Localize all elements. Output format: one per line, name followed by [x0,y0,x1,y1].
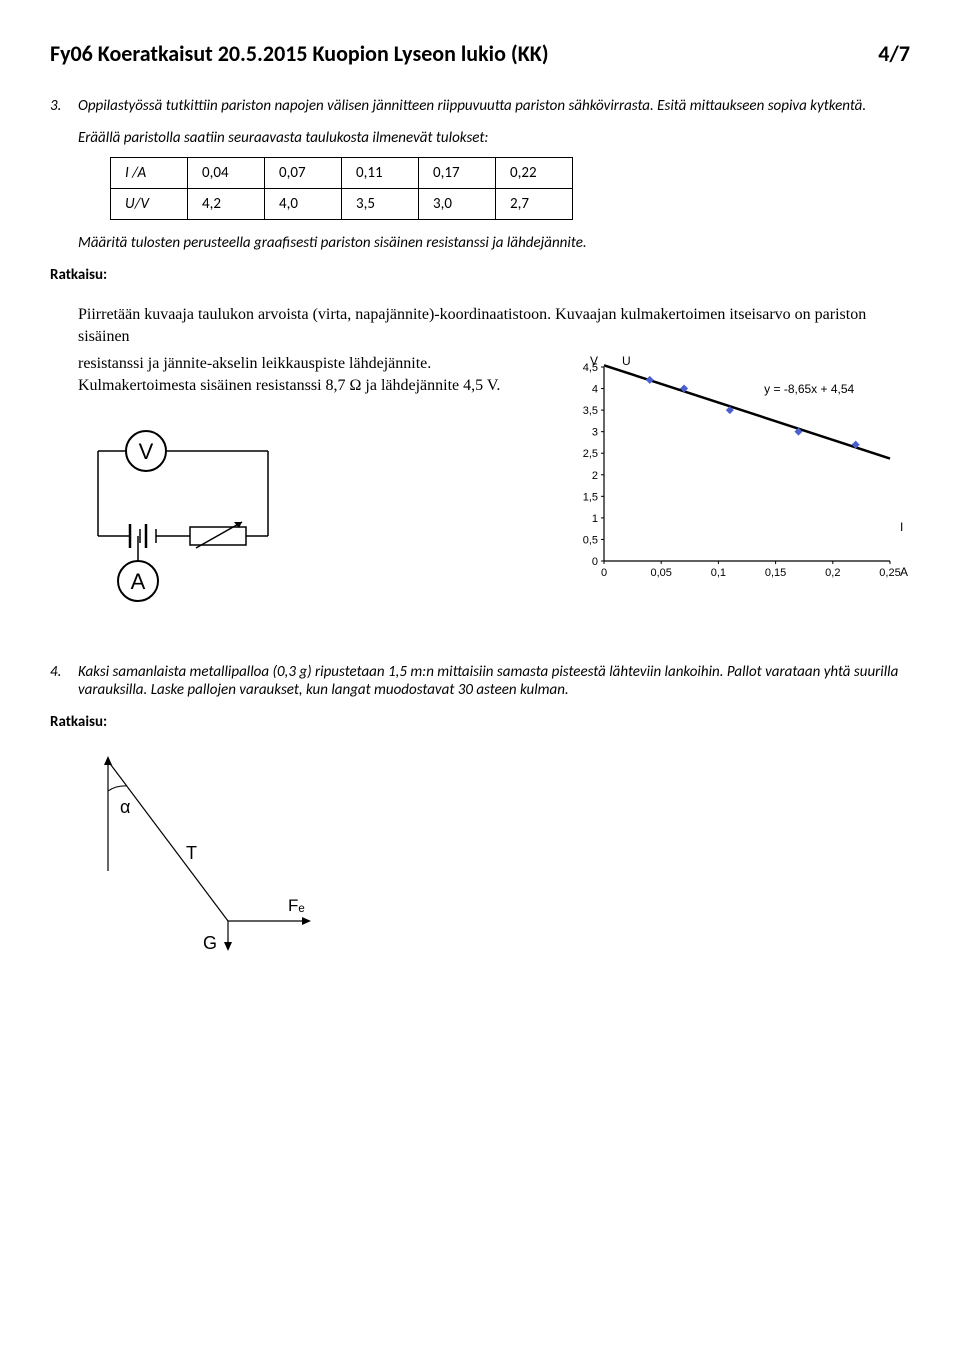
svg-text:U: U [622,354,631,368]
svg-text:1,5: 1,5 [583,492,598,504]
cell: 3,0 [419,189,496,220]
svg-text:G: G [203,933,217,951]
svg-text:0,15: 0,15 [765,567,786,579]
svg-text:Fₑ: Fₑ [288,896,305,915]
question-3: 3. Oppilastyössä tutkittiin pariston nap… [50,97,910,115]
svg-text:0: 0 [601,567,607,579]
svg-text:T: T [186,843,197,863]
cell: 0,07 [265,158,342,189]
solution-two-column: resistanssi ja jännite-akselin leikkausp… [78,353,910,613]
svg-text:y = -8,65x + 4,54: y = -8,65x + 4,54 [764,382,854,396]
svg-text:A: A [131,569,146,594]
svg-text:0,2: 0,2 [825,567,840,579]
svg-text:2: 2 [592,470,598,482]
svg-text:α: α [120,797,130,817]
svg-text:0,1: 0,1 [711,567,726,579]
svg-text:V: V [590,354,598,368]
page-number: 4/7 [878,40,910,67]
circuit-diagram: V A [78,416,288,613]
cell: 2,7 [496,189,573,220]
table-row-I: I /A 0,04 0,07 0,11 0,17 0,22 [111,158,573,189]
doc-title: Fy06 Koeratkaisut 20.5.2015 Kuopion Lyse… [50,40,549,67]
force-diagram: α T Fₑ G [78,751,910,956]
q3-instruction: Määritä tulosten perusteella graafisesti… [78,234,910,252]
solution-body: Piirretään kuvaaja taulukon arvoista (vi… [78,304,910,347]
measurement-table: I /A 0,04 0,07 0,11 0,17 0,22 U/V 4,2 4,… [110,157,573,220]
solution-left: resistanssi ja jännite-akselin leikkausp… [78,353,550,613]
page-header: Fy06 Koeratkaisut 20.5.2015 Kuopion Lyse… [50,40,910,67]
svg-text:3: 3 [592,427,598,439]
cell: 0,17 [419,158,496,189]
svg-text:3,5: 3,5 [583,405,598,417]
svg-text:A: A [900,565,908,579]
svg-text:0: 0 [592,556,598,568]
cell: 0,11 [342,158,419,189]
svg-text:4: 4 [592,384,598,396]
svg-text:0,05: 0,05 [650,567,671,579]
question-4: 4. Kaksi samanlaista metallipalloa (0,3 … [50,663,910,699]
table-row-U: U/V 4,2 4,0 3,5 3,0 2,7 [111,189,573,220]
row-label: U/V [111,189,188,220]
svg-text:V: V [139,439,154,464]
cell: 0,22 [496,158,573,189]
cell: 3,5 [342,189,419,220]
q4-number: 4. [50,663,78,699]
q3-lead: Eräällä paristolla saatiin seuraavasta t… [78,129,910,147]
svg-text:2,5: 2,5 [583,448,598,460]
svg-text:I: I [900,520,903,534]
svg-text:1: 1 [592,513,598,525]
cell: 4,0 [265,189,342,220]
svg-text:0,5: 0,5 [583,535,598,547]
cell: 0,04 [188,158,265,189]
row-label: I /A [111,158,188,189]
solution-label: Ratkaisu: [50,266,910,284]
solution-label-4: Ratkaisu: [50,713,910,731]
chart: 00,511,522,533,544,500,050,10,150,20,25V… [570,353,910,583]
q4-text: Kaksi samanlaista metallipalloa (0,3 g) … [78,663,910,699]
cell: 4,2 [188,189,265,220]
q3-number: 3. [50,97,78,115]
solution-body-2: resistanssi ja jännite-akselin leikkausp… [78,353,550,396]
q3-text: Oppilastyössä tutkittiin pariston napoje… [78,97,866,115]
svg-text:0,25: 0,25 [879,567,900,579]
